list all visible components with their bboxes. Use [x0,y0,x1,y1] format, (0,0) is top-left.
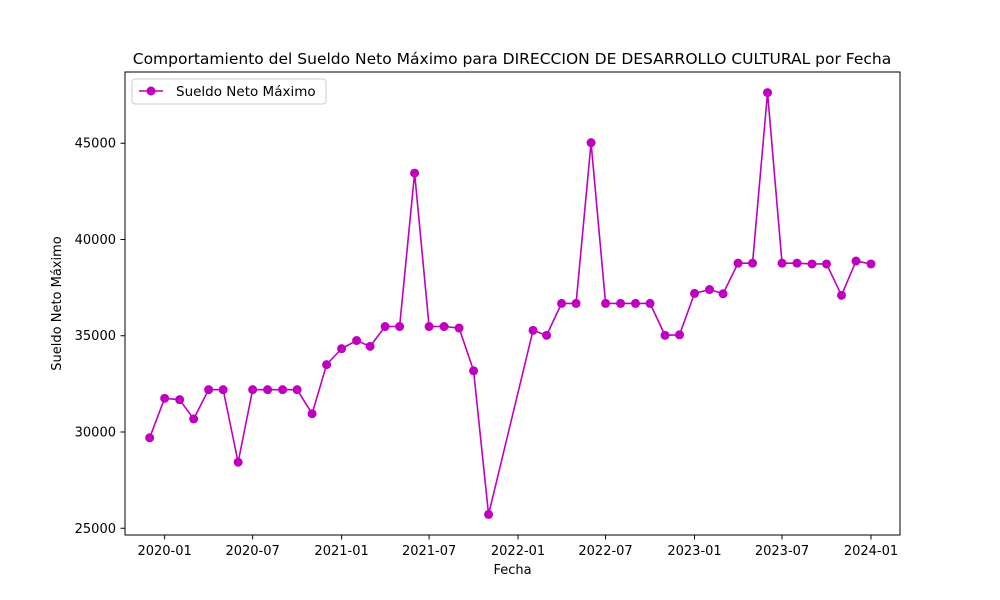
data-point[interactable] [365,341,375,351]
data-point[interactable] [851,256,861,266]
data-point[interactable] [424,322,434,332]
legend-box [131,78,327,105]
x-tick-label: 2021-01 [314,544,368,559]
x-tick-label: 2024-01 [844,544,898,559]
data-point[interactable] [586,138,596,148]
data-point[interactable] [322,360,332,370]
data-point[interactable] [807,259,817,269]
data-point[interactable] [337,344,347,354]
x-axis-label: Fecha [493,563,531,578]
y-axis: 25000 30000 35000 40000 45000 [75,137,125,537]
data-point[interactable] [748,258,758,268]
x-tick-label: 2020-07 [225,544,279,559]
legend-marker-swatch [146,86,156,96]
data-point[interactable] [690,288,700,298]
data-point[interactable] [557,298,567,308]
data-point[interactable] [307,409,317,419]
data-point[interactable] [204,385,214,395]
data-point[interactable] [571,298,581,308]
data-point[interactable] [233,457,243,467]
data-point[interactable] [528,325,538,335]
data-point[interactable] [454,323,464,333]
plot-frame [124,71,901,536]
x-axis: 2020-01 2020-07 2021-01 2021-07 2022-01 2022-… [137,535,898,559]
y-axis-label: Sueldo Neto Máximo [50,236,65,370]
data-point[interactable] [175,395,185,405]
plot-area [145,88,876,519]
data-point[interactable] [837,290,847,300]
data-point[interactable] [718,289,728,299]
data-point[interactable] [777,258,787,268]
data-point[interactable] [484,509,494,519]
data-point[interactable] [189,414,199,424]
data-point[interactable] [792,258,802,268]
x-tick-label: 2022-01 [491,544,545,559]
x-tick-label: 2023-01 [667,544,721,559]
data-point[interactable] [542,330,552,340]
chart-title: Comportamiento del Sueldo Neto Máximo pa… [133,50,891,68]
data-point[interactable] [292,385,302,395]
data-point[interactable] [263,385,273,395]
x-tick-label: 2022-07 [578,544,632,559]
data-point[interactable] [439,322,449,332]
data-point[interactable] [616,298,626,308]
data-point[interactable] [352,336,362,346]
y-tick-label: 40000 [75,233,116,248]
y-tick-label: 45000 [75,137,116,152]
data-point[interactable] [380,322,390,332]
data-point[interactable] [822,259,832,269]
data-point[interactable] [469,366,479,376]
data-point[interactable] [705,285,715,295]
y-tick-label: 25000 [75,522,116,537]
data-point[interactable] [601,298,611,308]
legend-label: Sueldo Neto Máximo [176,84,316,100]
data-point[interactable] [733,258,743,268]
data-point[interactable] [631,298,641,308]
data-point[interactable] [645,298,655,308]
legend[interactable]: Sueldo Neto Máximo [131,78,327,105]
data-point[interactable] [278,385,288,395]
data-point[interactable] [218,385,228,395]
data-point[interactable] [410,168,420,178]
data-point[interactable] [675,330,685,340]
x-tick-label: 2021-07 [402,544,456,559]
data-point[interactable] [248,385,258,395]
data-point[interactable] [660,330,670,340]
x-tick-label: 2020-01 [137,544,191,559]
data-point[interactable] [395,322,405,332]
data-point[interactable] [763,88,773,98]
y-tick-label: 30000 [75,426,116,441]
data-point[interactable] [866,259,876,269]
data-point[interactable] [145,433,155,443]
y-tick-label: 35000 [75,329,116,344]
data-point[interactable] [160,393,170,403]
x-tick-label: 2023-07 [755,544,809,559]
